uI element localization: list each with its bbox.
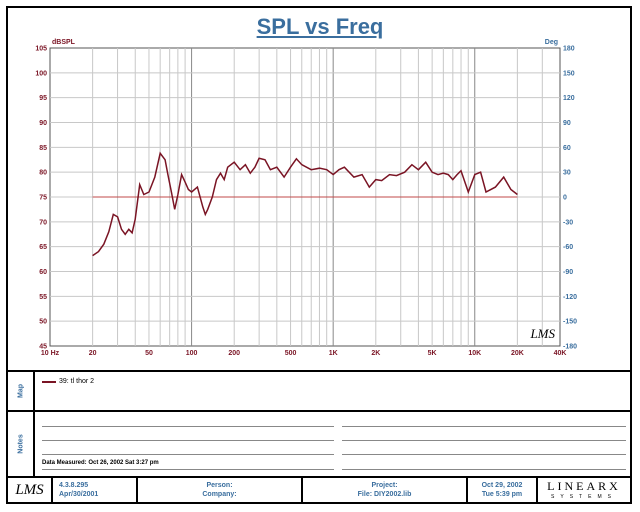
y-tick-label-right: -60	[563, 244, 573, 251]
brand-name: LINEARX	[547, 479, 621, 493]
y-tick-label-left: 90	[39, 120, 47, 127]
notes-side-label: Notes	[8, 412, 35, 476]
version: 4.3.8.295	[59, 482, 89, 489]
y-axis-unit-left: dBSPL	[52, 39, 76, 46]
y-tick-label-left: 105	[35, 46, 47, 53]
person-label: Person:	[206, 482, 233, 489]
note-line[interactable]	[42, 426, 334, 427]
y-tick-label-left: 95	[39, 95, 47, 102]
x-tick-label: 20K	[511, 350, 524, 357]
x-tick-label: 100	[186, 350, 198, 357]
footer-logo-cell: LMS	[8, 478, 53, 503]
y-tick-label-left: 55	[39, 294, 47, 301]
y-axis-labels-left: 105 100 95 90 85 80 75 70 65 60 55 50 45	[35, 46, 47, 351]
chart-title: SPL vs Freq	[256, 14, 384, 39]
y-tick-label-right: 90	[563, 120, 571, 127]
map-entry[interactable]: 39: tl thor 2	[42, 378, 94, 385]
y-tick-label-right: -150	[563, 319, 577, 326]
y-tick-label-left: 100	[35, 70, 47, 77]
y-tick-label-right: -30	[563, 219, 573, 226]
note-line[interactable]	[342, 440, 626, 441]
x-tick-label: 50	[145, 350, 153, 357]
footer-person-cell: Person: Company:	[138, 478, 303, 503]
notes-section: Notes Data Measured: Oct 26, 2002 Sat 3:…	[8, 410, 630, 476]
y-tick-label-right: 60	[563, 145, 571, 152]
footer-date-cell: Oct 29, 2002 Tue 5:39 pm	[468, 478, 538, 503]
x-tick-label: 2K	[371, 350, 380, 357]
y-tick-label-left: 70	[39, 219, 47, 226]
y-tick-label-right: -180	[563, 344, 577, 351]
spl-chart: 10 Hz 20 50 100 200 500 1K 2K 5K 10K 20K 40K 105100…	[35, 39, 577, 357]
x-tick-label: 5K	[428, 350, 437, 357]
y-tick-label-right: 180	[563, 46, 575, 53]
y-tick-label-left: 75	[39, 195, 47, 202]
y-axis-labels-right: 180 150 120 90 60 30 0 -30 -60 -90 -120 -150 -180	[563, 46, 577, 351]
x-tick-label: 200	[228, 350, 240, 357]
note-line[interactable]	[342, 469, 626, 470]
footer-date: Oct 29, 2002	[481, 482, 523, 489]
footer-brand-cell: LINEARX SYSTEMS	[538, 478, 630, 503]
y-tick-label-right: -90	[563, 269, 573, 276]
y-axis-unit-right: Deg	[545, 39, 558, 46]
note-line[interactable]	[42, 454, 334, 455]
y-tick-label-right: 120	[563, 95, 575, 102]
file-label: File: DIY2002.lib	[357, 491, 412, 498]
project-label: Project:	[371, 482, 398, 489]
note-line[interactable]	[342, 454, 626, 455]
y-tick-label-left: 60	[39, 269, 47, 276]
footer-project-cell: Project: File: DIY2002.lib	[303, 478, 468, 503]
y-tick-label-right: 150	[563, 70, 575, 77]
map-section: Map 39: tl thor 2	[8, 370, 630, 410]
x-tick-label: 500	[285, 350, 297, 357]
y-tick-label-right: 0	[563, 195, 567, 202]
x-tick-label: 10 Hz	[41, 350, 60, 357]
map-side-label: Map	[8, 372, 35, 410]
x-tick-label: 20	[89, 350, 97, 357]
y-tick-label-left: 80	[39, 170, 47, 177]
brand-sub: SYSTEMS	[551, 494, 617, 500]
note-line[interactable]	[342, 426, 626, 427]
window-frame	[6, 6, 632, 504]
footer-version-cell: 4.3.8.295 Apr/30/2001	[53, 478, 138, 503]
x-tick-label: 10K	[468, 350, 481, 357]
measured-date: Data Measured: Oct 26, 2002 Sat 3:27 pm	[42, 460, 159, 466]
y-tick-label-left: 85	[39, 145, 47, 152]
y-tick-label-left: 50	[39, 319, 47, 326]
y-tick-label-right: 30	[563, 170, 571, 177]
series-line-39-tl-thor-2	[92, 151, 518, 257]
x-axis-labels: 10 Hz 20 50 100 200 500 1K 2K 5K 10K 20K 40K	[41, 350, 567, 357]
x-tick-label: 1K	[329, 350, 338, 357]
y-tick-label-right: -120	[563, 294, 577, 301]
x-tick-label: 40K	[554, 350, 567, 357]
y-tick-label-left: 65	[39, 244, 47, 251]
footer: LMS 4.3.8.295 Apr/30/2001 Person: Compan…	[8, 476, 630, 503]
company-label: Company:	[202, 491, 237, 498]
version-date: Apr/30/2001	[59, 491, 99, 498]
note-line[interactable]	[42, 469, 334, 470]
watermark-logo: LMS	[529, 326, 555, 341]
series-swatch	[42, 380, 56, 383]
note-line[interactable]	[42, 440, 334, 441]
map-entry-label: 39: tl thor 2	[59, 378, 95, 385]
lms-logo: LMS	[15, 482, 44, 498]
y-tick-label-left: 45	[39, 344, 47, 351]
footer-time: Tue 5:39 pm	[481, 491, 523, 498]
